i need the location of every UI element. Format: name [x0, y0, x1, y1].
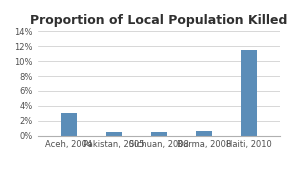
- Bar: [241, 50, 257, 136]
- Title: Proportion of Local Population Killed: Proportion of Local Population Killed: [30, 14, 288, 27]
- Bar: [196, 130, 212, 136]
- Bar: [106, 132, 122, 136]
- Bar: [61, 113, 77, 136]
- Bar: [151, 132, 167, 136]
